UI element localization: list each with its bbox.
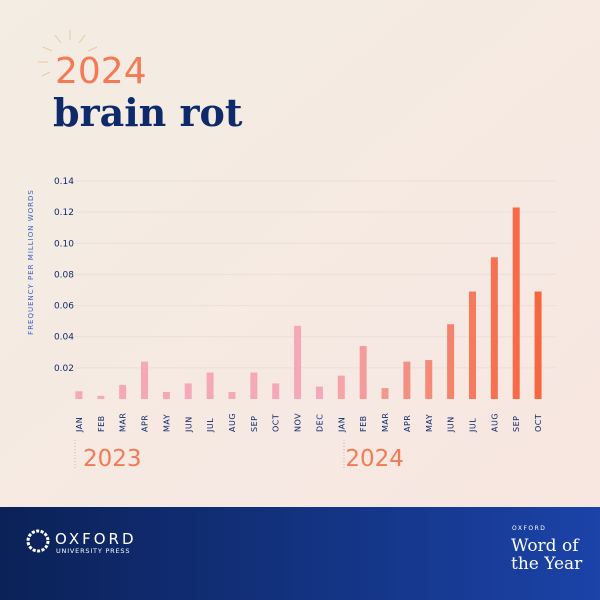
x-tick-label: MAR: [119, 413, 128, 432]
year-dividers: [74, 440, 345, 470]
bar: [468, 291, 476, 399]
word-title: brain rot: [53, 90, 243, 135]
footer: [0, 507, 600, 600]
bar: [184, 383, 192, 399]
x-tick-label: FEB: [359, 415, 368, 432]
x-tick-label: NOV: [294, 413, 303, 432]
bar: [359, 346, 367, 399]
bar: [447, 324, 455, 399]
bar: [337, 375, 345, 399]
bar: [206, 372, 214, 399]
badge-top: OXFORD: [512, 525, 546, 532]
sunburst: [38, 30, 98, 77]
y-tick-label: 0.14: [54, 177, 74, 187]
bar: [381, 388, 389, 399]
year-label: 2024: [345, 446, 404, 472]
x-tick-label: JAN: [337, 417, 346, 433]
x-tick-label: SEP: [512, 416, 521, 432]
bar: [250, 372, 258, 399]
bar: [403, 361, 411, 399]
x-tick-label: DEC: [315, 414, 324, 432]
bar: [315, 386, 323, 399]
x-tick-label: FEB: [97, 415, 106, 432]
x-tick-label: OCT: [272, 414, 281, 432]
bar: [490, 257, 498, 399]
y-tick-label: 0.06: [54, 302, 74, 312]
bar: [141, 361, 149, 399]
background: [0, 0, 600, 507]
y-tick-label: 0.10: [54, 239, 74, 249]
y-tick-label: 0.04: [54, 333, 74, 343]
year-label: 2023: [83, 446, 142, 472]
badge-line: Word of: [511, 536, 580, 556]
bar: [294, 325, 302, 399]
x-tick-label: MAR: [381, 413, 390, 432]
bar: [228, 391, 236, 399]
x-tick-label: JUN: [447, 416, 456, 433]
x-tick-label: JAN: [75, 417, 84, 433]
x-tick-label: JUL: [468, 418, 477, 433]
bar: [119, 384, 127, 399]
x-tick-label: AUG: [228, 413, 237, 432]
x-tick-label: APR: [141, 415, 150, 432]
x-tick-label: JUL: [206, 418, 215, 433]
x-tick-label: APR: [403, 415, 412, 432]
bar: [75, 391, 83, 399]
logo-mark: [26, 529, 50, 553]
x-tick-label: AUG: [490, 413, 499, 432]
y-tick-label: 0.02: [54, 364, 74, 374]
x-tick-label: SEP: [250, 416, 259, 432]
logo-name: OXFORD: [55, 530, 137, 548]
x-tick-label: MAY: [162, 414, 171, 432]
y-tick-label: 0.08: [54, 270, 74, 280]
year-title: 2024: [55, 51, 147, 92]
badge-line: the Year: [511, 554, 583, 574]
bar: [272, 383, 280, 399]
bar: [534, 291, 542, 399]
bar: [162, 391, 170, 399]
x-tick-label: OCT: [534, 414, 543, 432]
bar: [425, 360, 433, 399]
logo-sub: UNIVERSITY PRESS: [56, 547, 130, 555]
x-tick-label: JUN: [184, 416, 193, 433]
x-tick-label: MAY: [425, 414, 434, 432]
y-axis-label: FREQUENCY PER MILLION WORDS: [27, 189, 35, 335]
y-tick-label: 0.12: [54, 208, 74, 218]
bar: [512, 207, 520, 399]
bar: [97, 395, 105, 399]
